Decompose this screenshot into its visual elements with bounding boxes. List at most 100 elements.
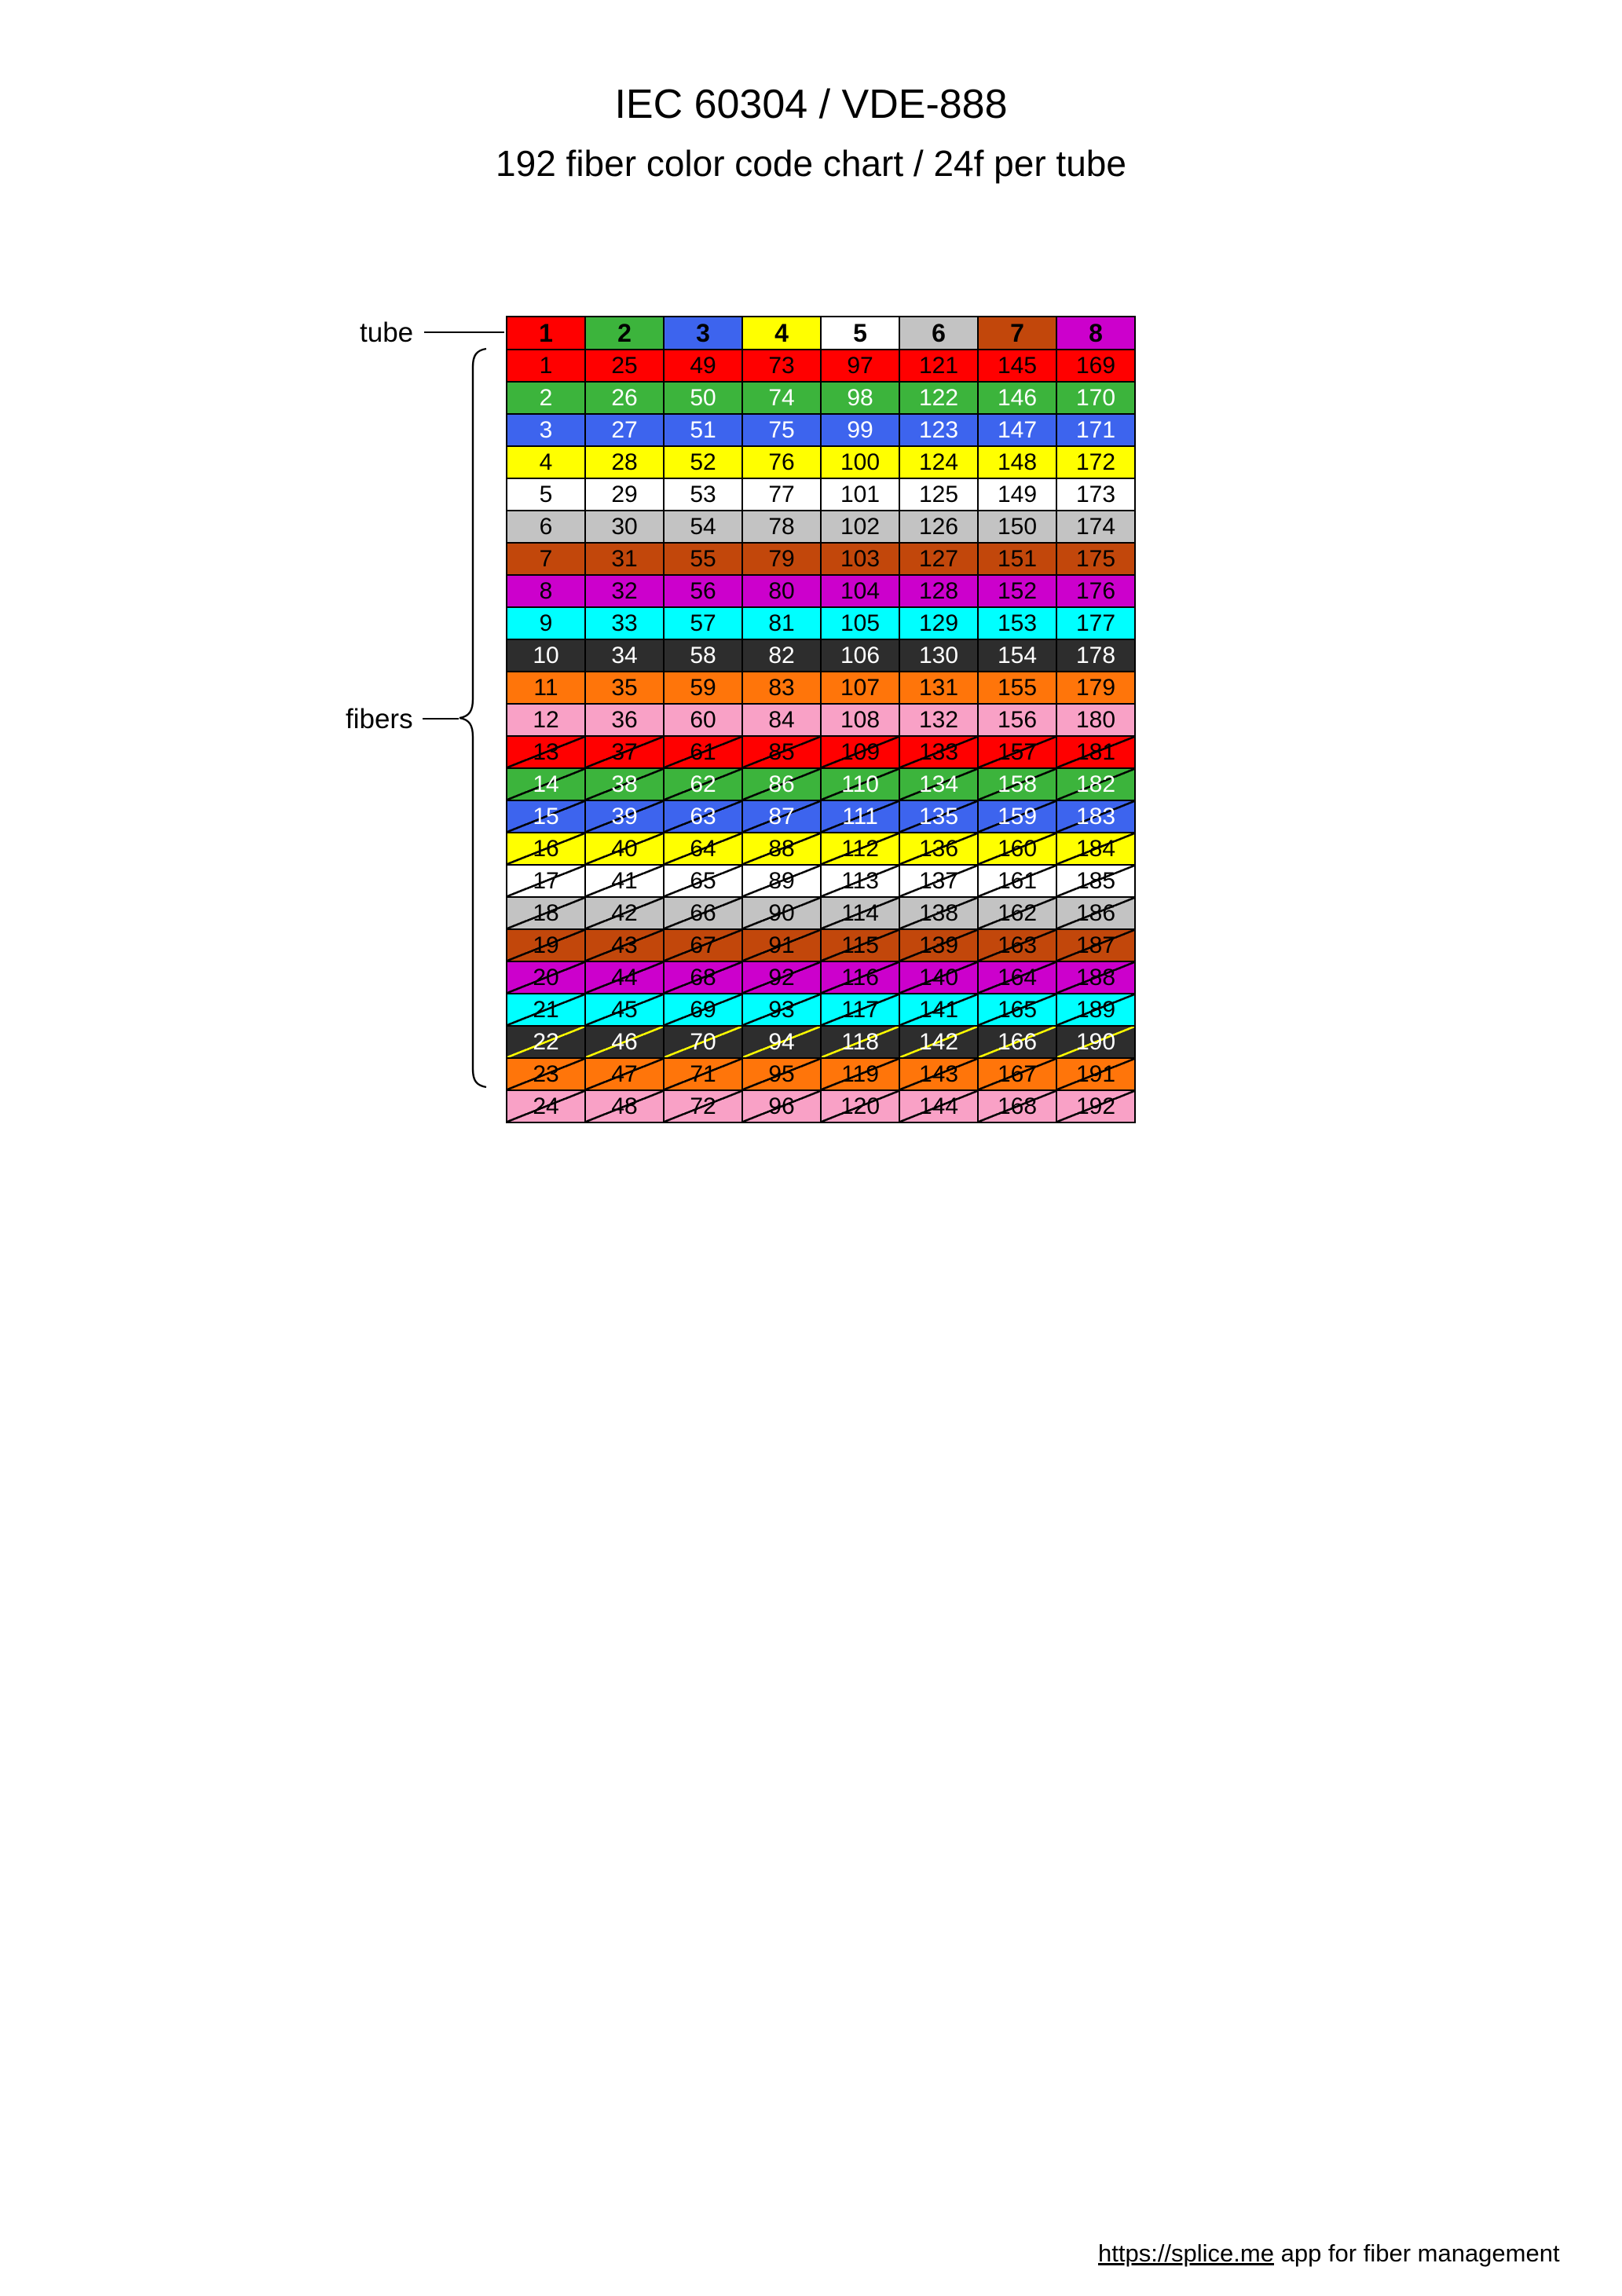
fiber-row: 6 30 54 78 102 126 150 174	[506, 510, 1136, 544]
fiber-cell: 8	[506, 574, 586, 608]
fiber-cell: 171	[1056, 413, 1136, 447]
fiber-cell: 154	[977, 639, 1057, 672]
fiber-cell: 186	[1056, 896, 1136, 930]
fiber-cell: 107	[820, 671, 900, 705]
fiber-cell: 73	[741, 349, 822, 383]
fiber-cell: 142	[899, 1025, 979, 1059]
fiber-cell: 13	[506, 735, 586, 769]
fiber-cell: 43	[584, 928, 665, 962]
fiber-cell: 134	[899, 767, 979, 801]
fiber-cell: 68	[663, 961, 743, 994]
fiber-cell: 110	[820, 767, 900, 801]
fiber-cell: 123	[899, 413, 979, 447]
fiber-cell: 191	[1056, 1057, 1136, 1091]
tube-header-cell: 8	[1056, 316, 1136, 350]
fiber-cell: 84	[741, 703, 822, 737]
fiber-cell: 116	[820, 961, 900, 994]
tube-header-cell: 7	[977, 316, 1057, 350]
fiber-cell: 48	[584, 1089, 665, 1123]
fiber-row: 11 35 59 83 107 131 155 179	[506, 671, 1136, 705]
fiber-cell: 47	[584, 1057, 665, 1091]
tube-header-cell: 6	[899, 316, 979, 350]
fiber-cell: 27	[584, 413, 665, 447]
fiber-cell: 144	[899, 1089, 979, 1123]
fiber-cell: 37	[584, 735, 665, 769]
tube-pointer-line	[424, 331, 504, 333]
fiber-row: 7 31 55 79 103 127 151 175	[506, 542, 1136, 576]
fiber-cell: 32	[584, 574, 665, 608]
fiber-cell: 25	[584, 349, 665, 383]
fiber-row: 14 38 62 86 110 134 158 182	[506, 767, 1136, 801]
fiber-cell: 178	[1056, 639, 1136, 672]
fiber-cell: 139	[899, 928, 979, 962]
tube-header-cell: 4	[741, 316, 822, 350]
fiber-row: 23 47 71 95 119 143 167 191	[506, 1057, 1136, 1091]
fiber-cell: 184	[1056, 832, 1136, 866]
fiber-cell: 185	[1056, 864, 1136, 898]
fiber-cell: 124	[899, 445, 979, 479]
fiber-cell: 24	[506, 1089, 586, 1123]
fiber-row: 17 41 65 89 113 137 161 185	[506, 864, 1136, 898]
fiber-cell: 115	[820, 928, 900, 962]
fiber-cell: 187	[1056, 928, 1136, 962]
fiber-cell: 55	[663, 542, 743, 576]
fiber-cell: 125	[899, 478, 979, 511]
fiber-cell: 133	[899, 735, 979, 769]
fiber-cell: 17	[506, 864, 586, 898]
fiber-cell: 117	[820, 993, 900, 1027]
fiber-cell: 16	[506, 832, 586, 866]
tube-label: tube	[360, 317, 414, 348]
fiber-cell: 29	[584, 478, 665, 511]
fiber-cell: 4	[506, 445, 586, 479]
fiber-cell: 2	[506, 381, 586, 415]
fiber-cell: 94	[741, 1025, 822, 1059]
fiber-cell: 87	[741, 800, 822, 833]
fiber-cell: 172	[1056, 445, 1136, 479]
fiber-cell: 143	[899, 1057, 979, 1091]
fiber-cell: 176	[1056, 574, 1136, 608]
tube-header-cell: 1	[506, 316, 586, 350]
fiber-cell: 65	[663, 864, 743, 898]
fiber-cell: 180	[1056, 703, 1136, 737]
fiber-cell: 36	[584, 703, 665, 737]
fiber-cell: 161	[977, 864, 1057, 898]
fiber-cell: 105	[820, 606, 900, 640]
fiber-cell: 162	[977, 896, 1057, 930]
fiber-cell: 79	[741, 542, 822, 576]
fiber-cell: 18	[506, 896, 586, 930]
fiber-cell: 158	[977, 767, 1057, 801]
fiber-cell: 132	[899, 703, 979, 737]
fiber-cell: 50	[663, 381, 743, 415]
fiber-cell: 58	[663, 639, 743, 672]
fiber-cell: 57	[663, 606, 743, 640]
fiber-cell: 173	[1056, 478, 1136, 511]
tube-header-cell: 5	[820, 316, 900, 350]
fiber-cell: 118	[820, 1025, 900, 1059]
fiber-row: 3 27 51 75 99 123 147 171	[506, 413, 1136, 447]
fiber-cell: 62	[663, 767, 743, 801]
fiber-cell: 179	[1056, 671, 1136, 705]
fiber-cell: 28	[584, 445, 665, 479]
fiber-cell: 34	[584, 639, 665, 672]
fiber-cell: 145	[977, 349, 1057, 383]
fiber-cell: 19	[506, 928, 586, 962]
fiber-cell: 14	[506, 767, 586, 801]
fiber-cell: 114	[820, 896, 900, 930]
fiber-cell: 30	[584, 510, 665, 544]
splice-me-link[interactable]: https://splice.me	[1098, 2239, 1274, 2267]
fiber-cell: 26	[584, 381, 665, 415]
fiber-cell: 167	[977, 1057, 1057, 1091]
fiber-cell: 69	[663, 993, 743, 1027]
fiber-cell: 60	[663, 703, 743, 737]
fiber-cell: 70	[663, 1025, 743, 1059]
fiber-cell: 64	[663, 832, 743, 866]
fiber-row: 5 29 53 77 101 125 149 173	[506, 478, 1136, 511]
fiber-cell: 131	[899, 671, 979, 705]
fiber-cell: 152	[977, 574, 1057, 608]
fiber-cell: 31	[584, 542, 665, 576]
fiber-cell: 12	[506, 703, 586, 737]
fiber-cell: 42	[584, 896, 665, 930]
fiber-cell: 23	[506, 1057, 586, 1091]
fiber-cell: 170	[1056, 381, 1136, 415]
